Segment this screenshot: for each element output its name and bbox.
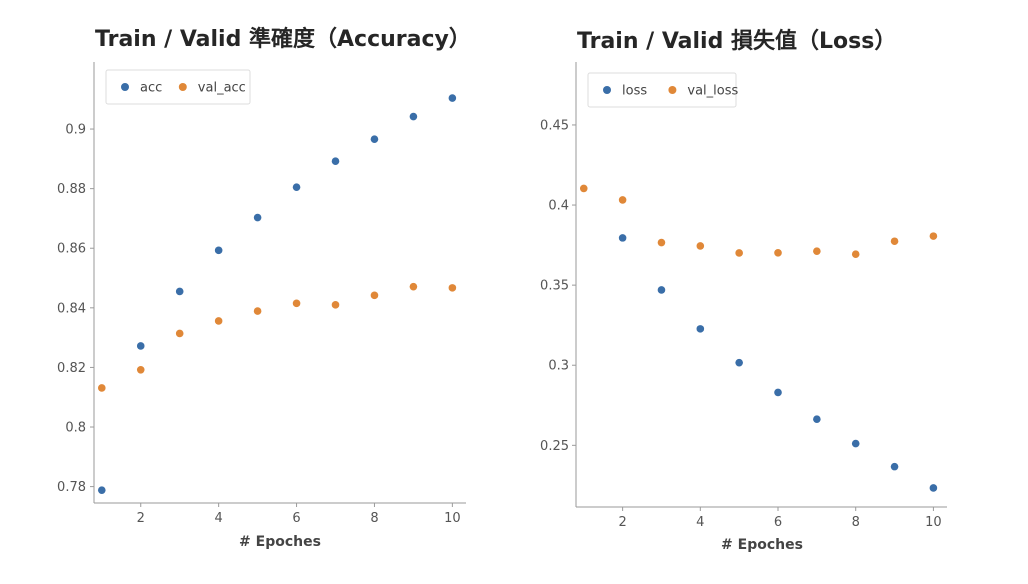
data-point-val_acc: [331, 301, 340, 309]
data-point-acc: [448, 94, 457, 102]
legend-box: [587, 72, 737, 108]
data-point-acc: [136, 342, 145, 350]
x-tick-label: 4: [696, 515, 704, 530]
data-point-acc: [370, 135, 379, 143]
data-point-acc: [409, 112, 418, 121]
x-tick-label: 8: [370, 511, 378, 526]
y-tick-label: 0.84: [57, 301, 86, 316]
data-point-val_loss: [657, 238, 666, 247]
chart-title: Train / Valid 準確度（Accuracy）: [95, 26, 471, 52]
y-tick-label: 0.8: [65, 421, 86, 436]
data-point-val_loss: [774, 248, 782, 257]
data-point-val_loss: [579, 184, 588, 193]
data-point-loss: [696, 325, 705, 333]
data-point-val_acc: [136, 366, 145, 374]
legend-marker-acc: [121, 83, 129, 91]
data-point-val_loss: [890, 237, 899, 246]
x-axis-label: # Epoches: [721, 537, 803, 553]
data-point-val_loss: [618, 196, 627, 204]
data-point-acc: [175, 287, 184, 296]
x-tick-label: 10: [925, 515, 942, 530]
chart-title: Train / Valid 損失值（Loss）: [577, 28, 896, 54]
data-point-val_acc: [370, 291, 379, 300]
data-point-acc: [292, 183, 301, 191]
y-tick-label: 0.78: [57, 480, 86, 495]
legend-marker-val_acc: [178, 83, 187, 91]
legend-label-val_acc: val_acc: [198, 81, 246, 96]
legend-marker-val_loss: [668, 86, 677, 94]
y-tick-label: 0.86: [57, 242, 86, 257]
x-tick-label: 10: [444, 511, 461, 526]
y-tick-label: 0.9: [65, 123, 86, 138]
data-point-acc: [97, 486, 106, 494]
x-tick-label: 2: [137, 511, 145, 526]
x-tick-label: 6: [292, 511, 300, 526]
legend-label-loss: loss: [622, 84, 647, 99]
data-point-val_acc: [175, 329, 184, 338]
x-tick-label: 8: [852, 515, 860, 530]
y-tick-label: 0.25: [540, 439, 569, 454]
legend-label-acc: acc: [140, 81, 162, 96]
y-tick-label: 0.3: [548, 359, 569, 374]
data-point-val_loss: [735, 249, 743, 257]
data-point-val_acc: [214, 317, 223, 325]
y-tick-label: 0.82: [57, 361, 86, 376]
data-point-loss: [890, 462, 899, 471]
x-tick-label: 2: [618, 515, 626, 530]
data-point-val_loss: [696, 242, 705, 250]
data-point-loss: [813, 415, 821, 424]
accuracy-chart: Train / Valid 準確度（Accuracy） # Epoches 0.…: [57, 26, 471, 550]
x-tick-label: 4: [215, 511, 223, 526]
y-tick-label: 0.4: [548, 199, 569, 214]
data-point-val_loss: [851, 250, 860, 259]
legend-box: [105, 69, 251, 105]
data-point-val_loss: [929, 232, 938, 240]
data-point-loss: [929, 484, 938, 492]
loss-chart: Train / Valid 損失值（Loss） # Epoches 0.25 0.…: [540, 28, 947, 553]
data-point-acc: [214, 246, 223, 255]
data-point-val_acc: [253, 307, 262, 315]
data-point-loss: [657, 286, 666, 294]
x-axis-label: # Epoches: [239, 534, 321, 550]
data-point-loss: [735, 358, 743, 367]
data-point-val_acc: [292, 299, 301, 308]
legend-label-val_loss: val_loss: [687, 84, 738, 99]
y-tick-label: 0.45: [540, 118, 569, 133]
y-tick-label: 0.35: [540, 279, 569, 294]
data-point-loss: [774, 388, 782, 397]
x-tick-label: 6: [774, 515, 782, 530]
y-tick-label: 0.88: [57, 182, 86, 197]
data-point-val_acc: [409, 282, 418, 291]
data-point-loss: [618, 234, 627, 242]
legend-marker-loss: [603, 86, 611, 94]
data-point-acc: [253, 213, 262, 222]
data-point-val_loss: [813, 247, 821, 255]
data-point-val_acc: [97, 384, 106, 392]
data-point-val_acc: [448, 284, 457, 292]
data-point-acc: [331, 157, 340, 166]
data-point-loss: [851, 439, 860, 448]
